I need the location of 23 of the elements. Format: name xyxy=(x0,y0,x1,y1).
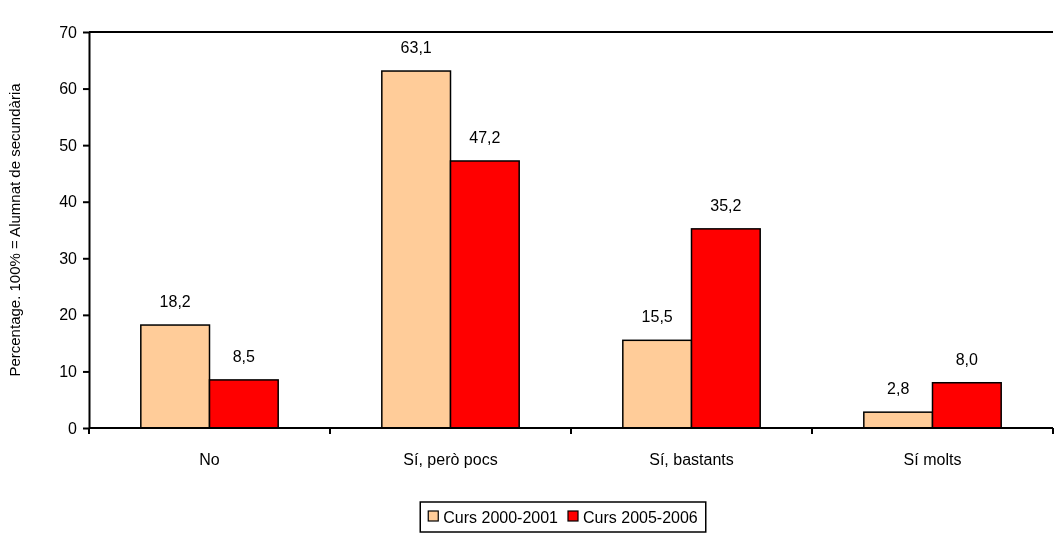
y-tick-label: 60 xyxy=(59,80,78,98)
y-axis-title: Percentage. 100% = Alumnat de secundària xyxy=(6,82,23,377)
data-label: 63,1 xyxy=(400,39,432,57)
y-tick-label: 70 xyxy=(59,23,78,41)
data-label: 47,2 xyxy=(469,128,501,146)
data-label: 2,8 xyxy=(887,380,910,398)
legend-label: Curs 2005-2006 xyxy=(583,508,698,526)
y-tick-label: 30 xyxy=(59,249,78,267)
data-label: 8,0 xyxy=(955,350,979,368)
y-tick-label: 0 xyxy=(68,419,78,437)
x-tick-label: Sí, però pocs xyxy=(403,451,498,469)
x-tick-label: Sí, bastants xyxy=(649,451,734,469)
legend-label: Curs 2000-2001 xyxy=(443,508,559,526)
data-label: 8,5 xyxy=(232,347,256,365)
x-tick-label: Sí molts xyxy=(903,451,962,469)
data-label: 15,5 xyxy=(641,308,673,326)
y-tick-label: 40 xyxy=(59,193,78,211)
x-tick-label: No xyxy=(199,451,220,469)
y-tick-label: 50 xyxy=(59,136,78,154)
y-tick-label: 10 xyxy=(59,363,78,381)
data-label: 35,2 xyxy=(710,196,742,214)
y-tick-label: 20 xyxy=(59,306,78,324)
data-label: 18,2 xyxy=(159,293,191,311)
